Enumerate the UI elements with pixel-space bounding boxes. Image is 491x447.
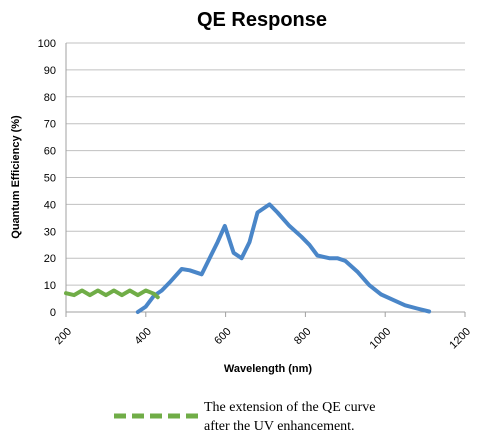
series-line-0 xyxy=(135,202,432,314)
y-tick-label: 0 xyxy=(50,307,56,319)
legend-text-line-1: The extension of the QE curve xyxy=(204,400,375,415)
x-axis-title: Wavelength (nm) xyxy=(224,363,313,375)
y-tick-label: 50 xyxy=(44,173,56,185)
legend-text-line-2: after the UV enhancement. xyxy=(204,419,355,434)
x-tick-labels: 200 400 600 800 1000 1200 xyxy=(53,326,473,352)
x-tick-label: 600 xyxy=(212,326,233,347)
y-tick-label: 10 xyxy=(44,280,56,292)
y-tick-label: 100 xyxy=(38,38,56,50)
y-tick-label: 90 xyxy=(44,65,56,77)
chart-title: QE Response xyxy=(197,9,327,31)
legend: The extension of the QE curve after the … xyxy=(114,400,375,434)
x-tick-label: 200 xyxy=(53,326,74,347)
y-tick-label: 20 xyxy=(44,253,56,265)
x-tick-label: 1200 xyxy=(447,326,473,352)
y-axis-title: Quantum Efficiency (%) xyxy=(10,115,22,239)
axes xyxy=(65,43,466,317)
series-lines xyxy=(64,202,432,314)
y-tick-label: 40 xyxy=(44,199,56,211)
y-tick-label: 60 xyxy=(44,146,56,158)
y-tick-labels: 0 10 20 30 40 50 60 70 80 90 100 xyxy=(38,38,56,319)
x-tick-label: 400 xyxy=(132,326,153,347)
grid xyxy=(66,42,465,286)
y-tick-label: 70 xyxy=(44,119,56,131)
series-line-1 xyxy=(64,288,160,300)
x-tick-label: 800 xyxy=(292,326,313,347)
y-tick-label: 80 xyxy=(44,92,56,104)
y-tick-label: 30 xyxy=(44,226,56,238)
x-tick-label: 1000 xyxy=(368,326,394,352)
